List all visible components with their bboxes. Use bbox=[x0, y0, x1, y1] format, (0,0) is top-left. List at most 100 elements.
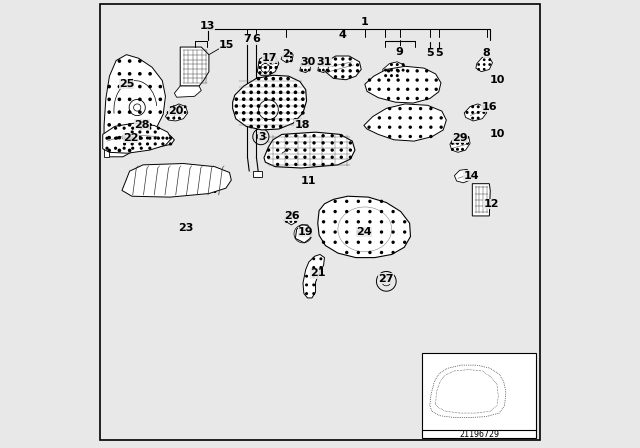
Circle shape bbox=[323, 59, 324, 60]
Circle shape bbox=[250, 84, 252, 86]
Circle shape bbox=[308, 64, 310, 66]
Polygon shape bbox=[232, 75, 307, 130]
Circle shape bbox=[294, 84, 296, 86]
Circle shape bbox=[287, 119, 289, 121]
Circle shape bbox=[179, 106, 180, 108]
Circle shape bbox=[264, 72, 266, 73]
Circle shape bbox=[294, 112, 296, 114]
Circle shape bbox=[452, 149, 453, 150]
Circle shape bbox=[301, 64, 302, 66]
Circle shape bbox=[378, 88, 380, 90]
Circle shape bbox=[131, 137, 133, 139]
Circle shape bbox=[410, 117, 412, 119]
Circle shape bbox=[403, 69, 404, 71]
Circle shape bbox=[265, 112, 267, 114]
Circle shape bbox=[106, 137, 108, 139]
Circle shape bbox=[287, 98, 289, 100]
Circle shape bbox=[157, 127, 159, 129]
Circle shape bbox=[483, 112, 484, 113]
Circle shape bbox=[334, 241, 336, 243]
Circle shape bbox=[426, 79, 428, 81]
Circle shape bbox=[416, 79, 418, 81]
Circle shape bbox=[159, 86, 161, 88]
Polygon shape bbox=[281, 52, 293, 63]
Circle shape bbox=[301, 91, 304, 94]
Circle shape bbox=[313, 142, 315, 144]
Text: 26: 26 bbox=[284, 211, 300, 221]
Polygon shape bbox=[300, 57, 311, 73]
Circle shape bbox=[179, 112, 180, 113]
Circle shape bbox=[340, 156, 342, 158]
Circle shape bbox=[349, 149, 351, 151]
Circle shape bbox=[381, 241, 383, 243]
Circle shape bbox=[295, 135, 297, 137]
Circle shape bbox=[346, 241, 348, 243]
Circle shape bbox=[138, 180, 139, 181]
Text: 16: 16 bbox=[481, 102, 497, 112]
Circle shape bbox=[340, 135, 342, 137]
Circle shape bbox=[272, 78, 275, 80]
Circle shape bbox=[203, 168, 205, 170]
Circle shape bbox=[139, 131, 141, 133]
Text: 27: 27 bbox=[378, 274, 394, 284]
Circle shape bbox=[435, 79, 437, 81]
Circle shape bbox=[285, 135, 288, 137]
Circle shape bbox=[166, 137, 168, 139]
Text: 3: 3 bbox=[258, 132, 266, 142]
Circle shape bbox=[430, 126, 432, 128]
Circle shape bbox=[139, 73, 141, 75]
Circle shape bbox=[147, 143, 148, 145]
Text: 22: 22 bbox=[123, 133, 139, 143]
Circle shape bbox=[326, 64, 328, 66]
Circle shape bbox=[306, 276, 307, 277]
Circle shape bbox=[257, 112, 260, 114]
Circle shape bbox=[272, 112, 275, 114]
Circle shape bbox=[301, 112, 304, 114]
Circle shape bbox=[184, 106, 186, 108]
Circle shape bbox=[139, 60, 141, 62]
Polygon shape bbox=[317, 196, 410, 258]
Circle shape bbox=[392, 231, 394, 233]
Circle shape bbox=[478, 69, 479, 70]
Circle shape bbox=[416, 98, 418, 99]
Circle shape bbox=[285, 221, 287, 222]
Circle shape bbox=[285, 149, 288, 151]
Circle shape bbox=[280, 105, 282, 107]
Circle shape bbox=[410, 126, 412, 128]
Circle shape bbox=[313, 135, 315, 137]
Circle shape bbox=[259, 61, 261, 63]
Circle shape bbox=[192, 191, 194, 192]
Circle shape bbox=[356, 70, 358, 72]
Circle shape bbox=[149, 111, 151, 113]
Circle shape bbox=[467, 137, 468, 138]
Circle shape bbox=[280, 125, 282, 128]
Circle shape bbox=[369, 200, 371, 202]
Circle shape bbox=[397, 98, 399, 99]
Circle shape bbox=[108, 98, 110, 100]
Circle shape bbox=[157, 137, 159, 139]
Circle shape bbox=[323, 64, 324, 66]
Circle shape bbox=[270, 56, 271, 58]
Circle shape bbox=[349, 64, 351, 66]
Circle shape bbox=[108, 137, 110, 139]
Text: 6: 6 bbox=[252, 34, 260, 44]
Circle shape bbox=[225, 180, 227, 181]
Circle shape bbox=[472, 117, 474, 119]
Circle shape bbox=[334, 211, 336, 212]
Circle shape bbox=[265, 84, 267, 86]
Circle shape bbox=[472, 112, 474, 113]
Text: 9: 9 bbox=[396, 47, 404, 56]
Circle shape bbox=[322, 142, 324, 144]
Circle shape bbox=[118, 149, 120, 151]
Circle shape bbox=[265, 78, 267, 80]
Circle shape bbox=[342, 58, 344, 60]
Circle shape bbox=[368, 126, 370, 128]
Circle shape bbox=[326, 69, 328, 71]
Circle shape bbox=[313, 276, 314, 277]
Polygon shape bbox=[104, 55, 165, 157]
Circle shape bbox=[484, 64, 485, 65]
Circle shape bbox=[149, 137, 151, 139]
Polygon shape bbox=[450, 134, 470, 152]
Circle shape bbox=[259, 67, 261, 69]
Circle shape bbox=[404, 241, 406, 243]
